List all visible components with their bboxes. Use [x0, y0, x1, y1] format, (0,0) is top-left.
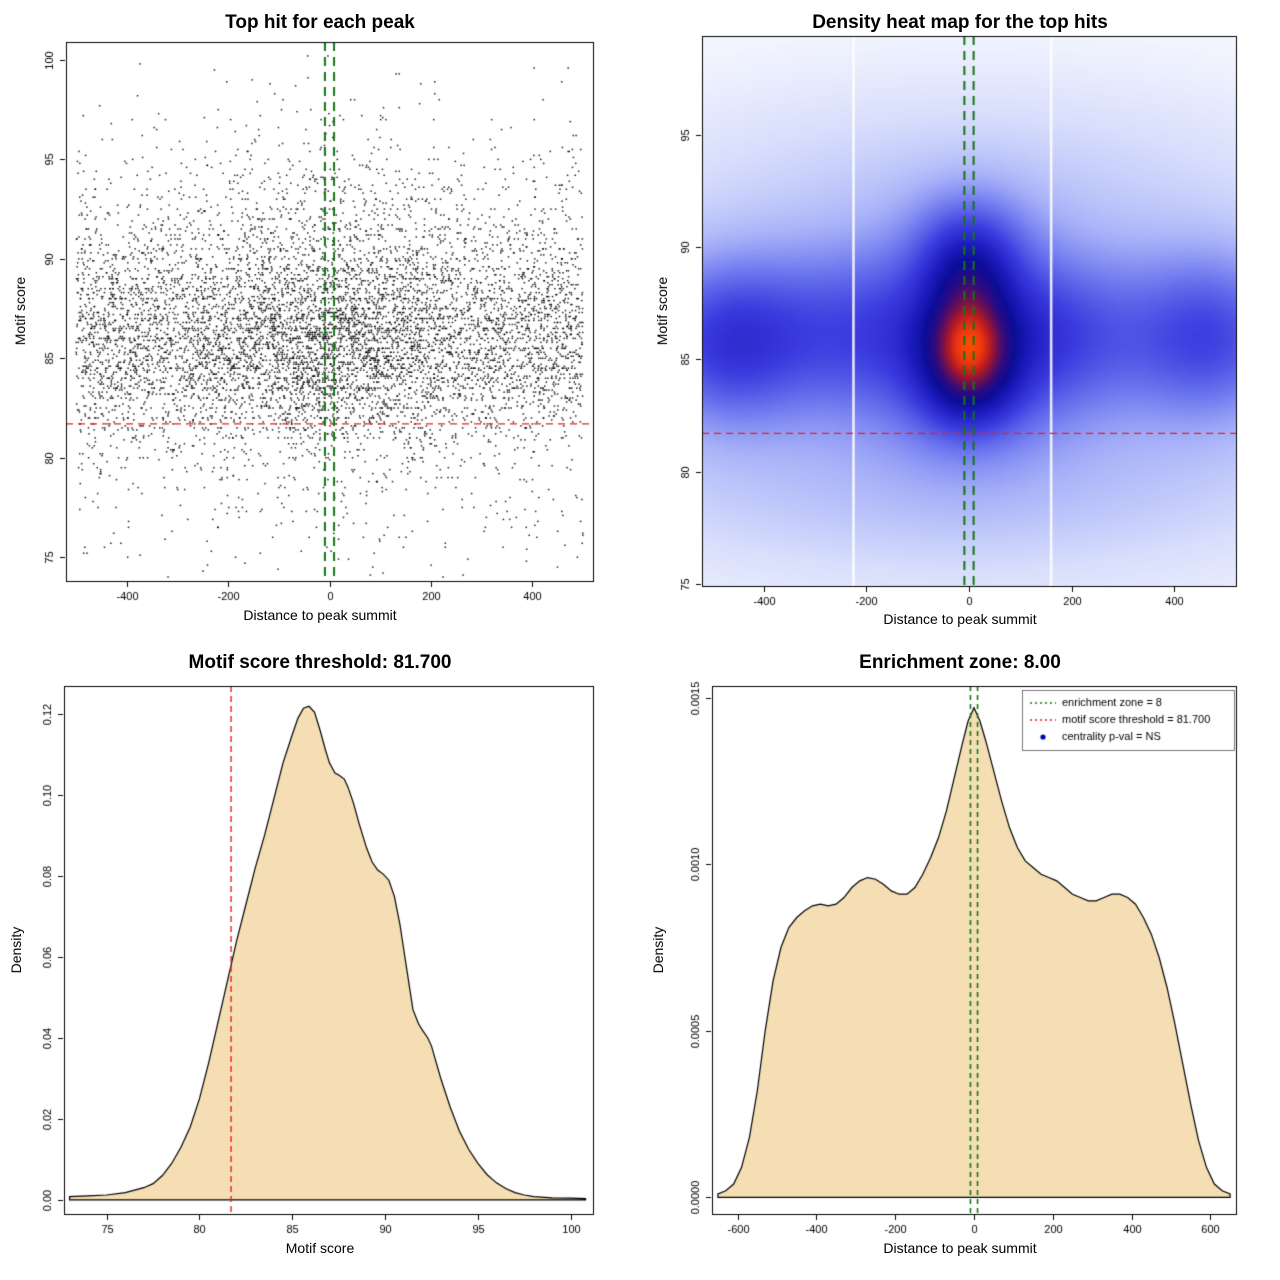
panel-title: Motif score threshold: 81.700 — [188, 652, 452, 673]
panel-title: Enrichment zone: 8.00 — [859, 652, 1061, 673]
x-axis-label: Distance to peak summit — [883, 611, 1037, 627]
x-axis-label: Motif score — [285, 1240, 355, 1256]
y-axis-label: Motif score — [654, 276, 670, 346]
panel-title: Density heat map for the top hits — [812, 12, 1108, 33]
y-axis-label: Density — [650, 926, 666, 974]
panel-top-hits-scatter: Top hit for each peak Distance to peak s… — [0, 0, 640, 640]
heatmap-canvas — [640, 0, 1280, 640]
x-axis-label: Distance to peak summit — [883, 1240, 1037, 1256]
x-axis-label: Distance to peak summit — [243, 607, 397, 623]
scatter-plot-canvas — [0, 0, 640, 640]
panel-title: Top hit for each peak — [225, 12, 415, 33]
y-axis-label: Motif score — [12, 276, 28, 346]
motif-density-canvas — [0, 640, 640, 1280]
y-axis-label: Density — [8, 926, 24, 974]
panel-motif-score-density: Motif score threshold: 81.700 Motif scor… — [0, 640, 640, 1280]
distance-density-canvas — [640, 640, 1280, 1280]
panel-density-heatmap: Density heat map for the top hits Distan… — [640, 0, 1280, 640]
panel-enrichment-zone-density: Enrichment zone: 8.00 Distance to peak s… — [640, 640, 1280, 1280]
